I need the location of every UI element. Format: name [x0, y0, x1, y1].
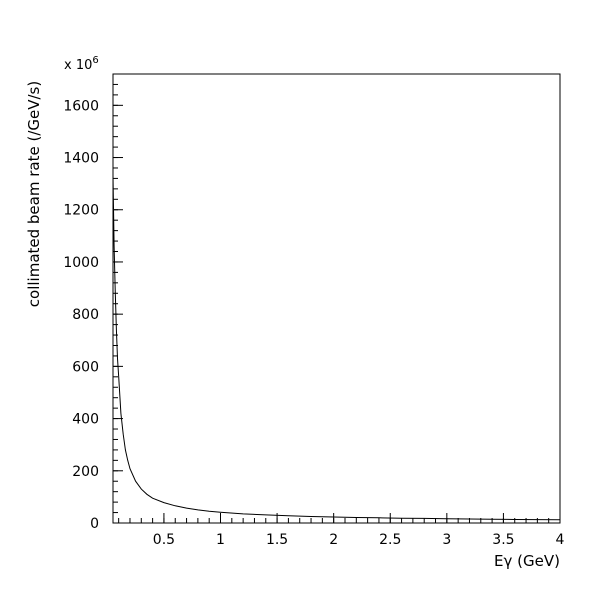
x-tick-labels: 0.5 1 1.5 2 2.5 3 3.5 4	[153, 532, 565, 548]
x-tick-label: 2	[329, 532, 338, 548]
plot-frame	[112, 73, 561, 524]
y-tick-label: 400	[72, 412, 99, 428]
axis-ticks	[113, 73, 561, 524]
x-tick-label: 2.5	[379, 532, 401, 548]
y-tick-label: 1200	[63, 203, 99, 219]
x-tick-label: 3.5	[492, 532, 514, 548]
x-tick-label: 3	[442, 532, 451, 548]
series-line	[112, 175, 561, 521]
y-tick-label: 200	[72, 464, 99, 480]
x-tick-label: 1.5	[266, 532, 288, 548]
x-tick-label: 1	[216, 532, 225, 548]
y-tick-label: 800	[72, 307, 99, 323]
y-tick-label: 1400	[63, 151, 99, 167]
y-tick-label: 600	[72, 359, 99, 375]
y-tick-label: 1000	[63, 255, 99, 271]
x-tick-label: 4	[556, 532, 565, 548]
y-axis-label: collimated beam rate (/GeV/s)	[25, 81, 43, 307]
y-tick-label: 1600	[63, 98, 99, 114]
x-axis-label: Eγ (GeV)	[494, 552, 560, 570]
y-multiplier-exponent: 6	[92, 55, 98, 66]
y-multiplier-label: x 106	[64, 55, 99, 73]
x-tick-label: 0.5	[153, 532, 175, 548]
y-tick-label: 0	[90, 516, 99, 532]
y-tick-labels: 0 200 400 600 800 1000 1200 1400 1600	[63, 98, 99, 532]
